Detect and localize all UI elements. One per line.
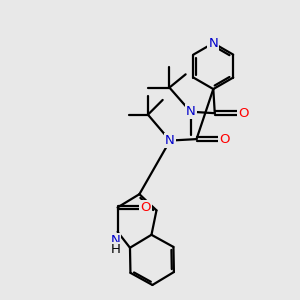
Text: N: N xyxy=(208,37,218,50)
Text: O: O xyxy=(238,107,249,120)
Text: N: N xyxy=(186,105,196,118)
Text: O: O xyxy=(219,133,230,146)
Text: H: H xyxy=(110,243,120,256)
Text: O: O xyxy=(140,201,151,214)
Text: N: N xyxy=(165,134,175,147)
Text: N: N xyxy=(110,234,120,247)
